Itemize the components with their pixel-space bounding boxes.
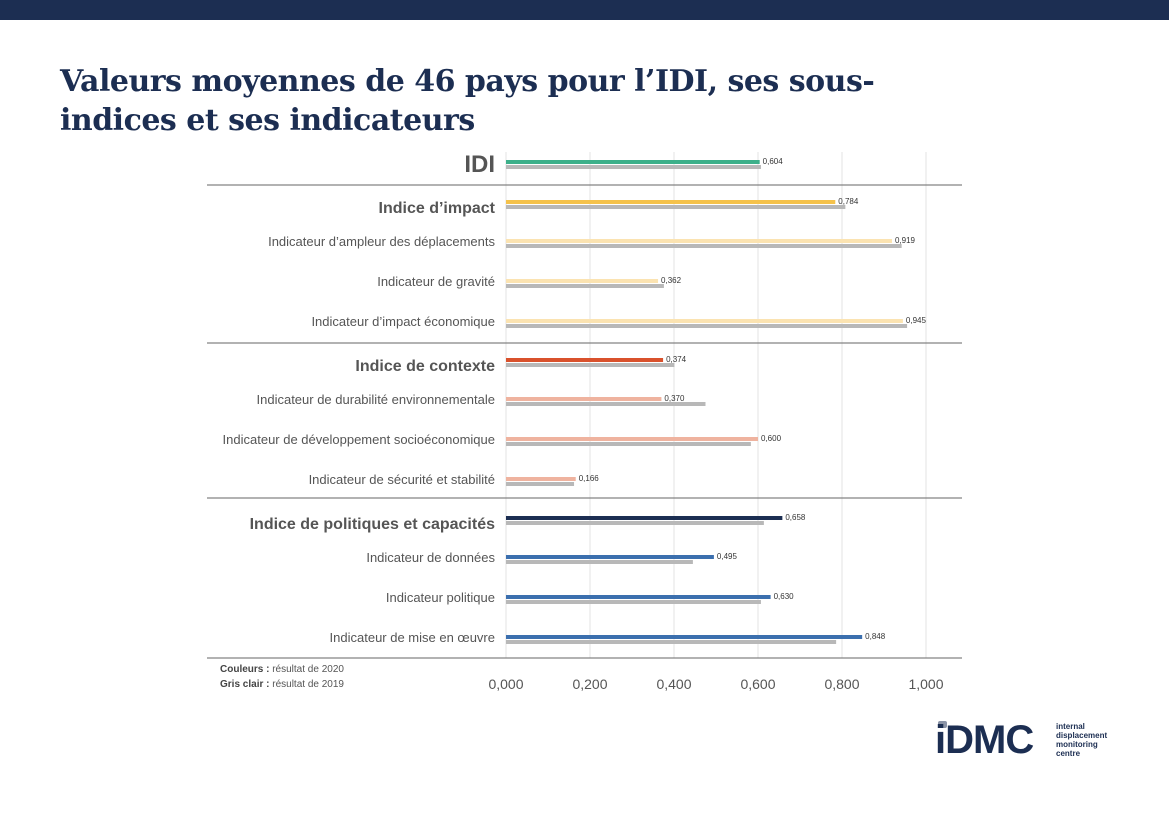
value-label: 0,362	[661, 276, 682, 285]
chart-title: Valeurs moyennes de 46 pays pour l’IDI, …	[60, 64, 875, 138]
bar-2019	[506, 600, 761, 604]
value-label: 0,495	[717, 552, 738, 561]
category-label: Indicateur de sécurité et stabilité	[309, 472, 495, 487]
x-tick-label: 1,000	[908, 676, 943, 692]
category-label: Indicateur de gravité	[377, 274, 495, 289]
value-label: 0,658	[785, 513, 806, 522]
category-label: Indicateur de durabilité environnemental…	[257, 392, 496, 407]
bar-chart: IDI 0,604 Indice d’impact 0,784 Indicateur d…	[207, 151, 962, 692]
bar-2019	[506, 363, 675, 367]
legend: Couleurs : résultat de 2020 Gris clair :…	[220, 662, 344, 692]
x-tick-label: 0,800	[824, 676, 859, 692]
x-tick-label: 0,000	[488, 676, 523, 692]
bar-2019	[506, 244, 902, 248]
value-label: 0,848	[865, 632, 886, 641]
value-label: 0,604	[763, 157, 784, 166]
bar-2020	[506, 437, 758, 441]
bar-2019	[506, 402, 706, 406]
bar-2020	[506, 635, 863, 639]
category-label: Indice d’impact	[379, 200, 496, 217]
bar-2020	[506, 319, 903, 323]
logo-dot-icon	[938, 721, 947, 728]
top-banner	[0, 0, 1169, 20]
logo-subtitle: internal displacement monitoring centre	[1056, 722, 1108, 758]
bar-2019	[506, 560, 693, 564]
category-label: Indicateur d’impact économique	[311, 314, 495, 329]
category-label: Indicateur de développement socioéconomi…	[223, 432, 495, 447]
category-label: Indicateur de mise en œuvre	[330, 630, 495, 645]
x-tick-label: 0,400	[656, 676, 691, 692]
category-label: IDI	[464, 151, 495, 178]
bar-2019	[506, 165, 761, 169]
legend-colors: Couleurs : résultat de 2020	[220, 664, 344, 675]
bar-2019	[506, 521, 764, 525]
bar-2020	[506, 358, 664, 362]
bar-2020	[506, 279, 659, 283]
idmc-logo: iDMC internal displacement monitoring ce…	[935, 718, 1115, 762]
value-label: 0,600	[761, 434, 782, 443]
category-label: Indicateur politique	[386, 590, 495, 605]
category-label: Indice de politiques et capacités	[250, 516, 496, 533]
bar-2019	[506, 284, 664, 288]
bar-2019	[506, 482, 575, 486]
bar-2020	[506, 595, 771, 599]
bar-2020	[506, 160, 760, 164]
value-label: 0,374	[666, 355, 687, 364]
value-label: 0,945	[906, 316, 927, 325]
bar-2020	[506, 200, 836, 204]
bar-2020	[506, 239, 892, 243]
bar-2019	[506, 640, 837, 644]
legend-grey: Gris clair : résultat de 2019	[220, 679, 344, 690]
bar-2020	[506, 555, 714, 559]
value-label: 0,919	[895, 236, 916, 245]
category-label: Indicateur d’ampleur des déplacements	[268, 234, 495, 249]
x-tick-label: 0,600	[740, 676, 775, 692]
logo-wordmark: iDMC	[935, 718, 1034, 762]
bar-2019	[506, 442, 751, 446]
bar-2019	[506, 205, 846, 209]
bar-2020	[506, 477, 576, 481]
x-tick-label: 0,200	[572, 676, 607, 692]
bar-2020	[506, 516, 783, 520]
value-label: 0,370	[664, 394, 685, 403]
value-label: 0,784	[838, 197, 859, 206]
value-label: 0,630	[774, 592, 795, 601]
bar-2020	[506, 397, 662, 401]
value-label: 0,166	[579, 474, 600, 483]
bar-2019	[506, 324, 908, 328]
category-label: Indice de contexte	[355, 358, 495, 375]
category-label: Indicateur de données	[366, 550, 495, 565]
